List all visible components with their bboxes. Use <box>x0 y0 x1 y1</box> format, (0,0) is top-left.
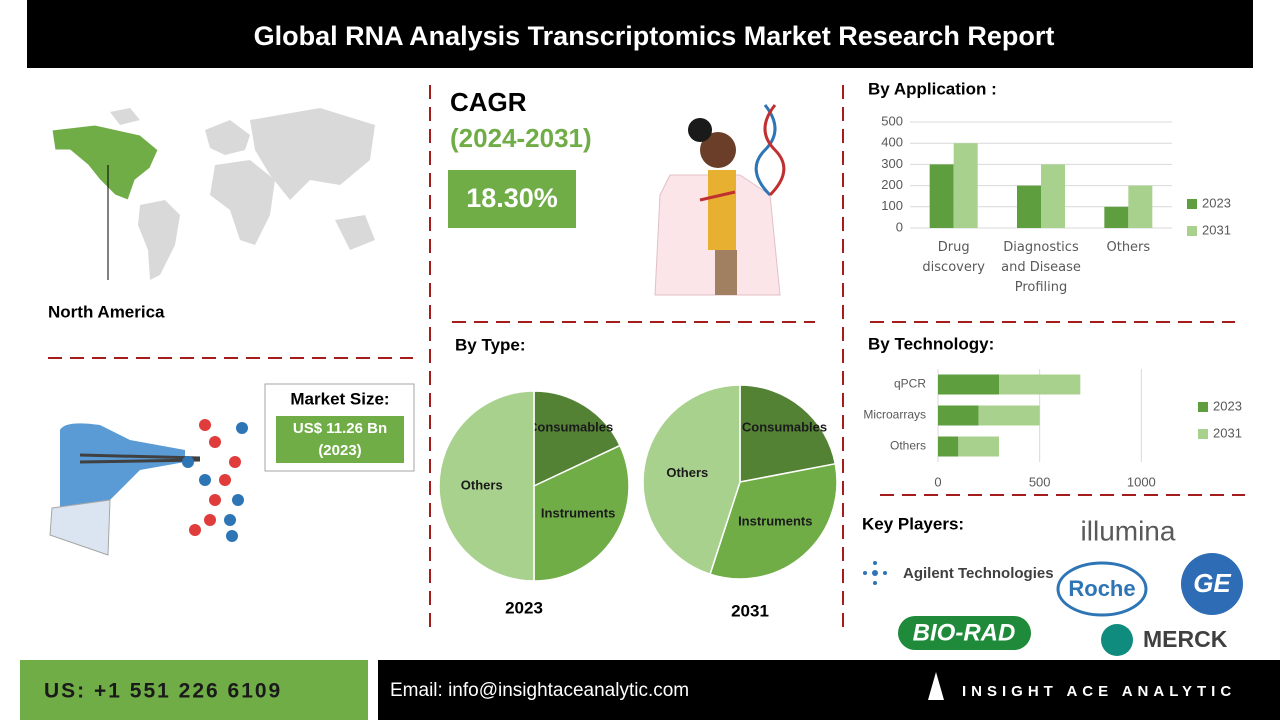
company-logo: MERCK <box>1143 626 1228 652</box>
x-tick-label: 500 <box>1029 474 1051 489</box>
x-tick-label: Drug discovery <box>922 240 985 275</box>
legend-swatch <box>1198 402 1208 412</box>
brand-mark <box>928 672 944 700</box>
merck-mark <box>1101 624 1133 656</box>
bar <box>978 405 1040 426</box>
slice-label: Instruments <box>738 513 812 528</box>
chart-title: By Application : <box>868 79 997 98</box>
legend-label: 2031 <box>1202 222 1231 237</box>
company-logo: illumina <box>1081 515 1176 546</box>
footer-bar <box>378 660 1280 720</box>
company-logo: BIO-RAD <box>913 619 1016 646</box>
footer-brand: INSIGHT ACE ANALYTIC <box>962 683 1236 700</box>
bar <box>958 436 999 457</box>
ge-badge <box>1181 553 1243 615</box>
chart-title: By Technology: <box>868 334 994 353</box>
bar <box>1017 185 1041 228</box>
agilent-mark <box>863 561 887 585</box>
bar <box>999 374 1081 395</box>
y-tick-label: 300 <box>881 156 903 171</box>
roche-hex <box>1056 561 1148 617</box>
bar <box>1104 206 1129 228</box>
bar <box>953 143 978 228</box>
footer-phone-bar <box>20 660 368 720</box>
pie-slice <box>709 462 838 580</box>
footer-email: Email: info@insightaceanalytic.com <box>390 680 689 701</box>
pie-slice <box>533 390 621 488</box>
world-map <box>110 108 375 280</box>
x-tick-label: 0 <box>934 474 941 489</box>
company-logo: Agilent Technologies <box>903 565 1054 582</box>
type-title: By Type: <box>455 335 526 354</box>
legend-label: 2023 <box>1213 398 1242 413</box>
cagr-value: 18.30% <box>466 183 558 213</box>
y-tick-label: 100 <box>881 198 903 213</box>
hand-illustration <box>49 423 201 556</box>
bar <box>929 164 954 228</box>
y-tick-label: 0 <box>896 219 903 234</box>
region-label: North America <box>48 302 165 321</box>
slice-label: Consumables <box>742 420 827 435</box>
y-tick-label: qPCR <box>894 377 926 391</box>
pie-year: 2031 <box>731 601 769 620</box>
slice-label: Others <box>461 477 503 492</box>
y-tick-label: Others <box>890 439 926 453</box>
scientist-illustration <box>654 104 786 296</box>
bar <box>1041 164 1065 228</box>
legend-label: 2023 <box>1202 195 1231 210</box>
cagr-label: CAGR <box>450 87 527 117</box>
legend-swatch <box>1187 199 1197 209</box>
x-tick-label: Others <box>1106 240 1151 255</box>
header-bar <box>27 0 1253 68</box>
pie-slice <box>642 384 741 576</box>
pie-slice <box>739 384 837 483</box>
pie-year: 2023 <box>505 598 543 617</box>
pie-slice <box>533 444 630 582</box>
bar <box>938 374 999 395</box>
legend-label: 2031 <box>1213 425 1242 440</box>
bar <box>938 405 979 426</box>
company-logo: GE <box>1193 568 1231 598</box>
y-tick-label: Microarrays <box>863 408 926 422</box>
company-logo: Roche <box>1068 576 1135 601</box>
north-america <box>51 124 159 201</box>
market-size-value: US$ 11.26 Bn <box>293 420 387 437</box>
page-title: Global RNA Analysis Transcriptomics Mark… <box>254 21 1055 51</box>
biorad-badge <box>898 616 1031 650</box>
slice-label: Consumables <box>528 420 613 435</box>
x-tick-label: 1000 <box>1127 474 1156 489</box>
bar <box>1128 185 1153 228</box>
slice-label: Others <box>666 465 708 480</box>
legend-swatch <box>1187 226 1197 236</box>
y-tick-label: 200 <box>881 177 903 192</box>
x-tick-label: Diagnostics and Disease Profiling <box>1001 240 1081 295</box>
dna-illustration <box>182 419 248 542</box>
slice-label: Instruments <box>541 505 615 520</box>
cagr-badge <box>448 170 576 228</box>
key-players-title: Key Players: <box>862 514 964 533</box>
footer-phone: US: +1 551 226 6109 <box>44 680 282 703</box>
y-tick-label: 500 <box>881 113 903 128</box>
market-size-year: (2023) <box>318 442 361 459</box>
bar <box>938 436 959 457</box>
market-size-label: Market Size: <box>290 389 389 408</box>
y-tick-label: 400 <box>881 135 903 150</box>
market-size-badge <box>276 416 404 463</box>
pie-slice <box>438 390 535 582</box>
cagr-period: (2024-2031) <box>450 123 592 153</box>
legend-swatch <box>1198 429 1208 439</box>
